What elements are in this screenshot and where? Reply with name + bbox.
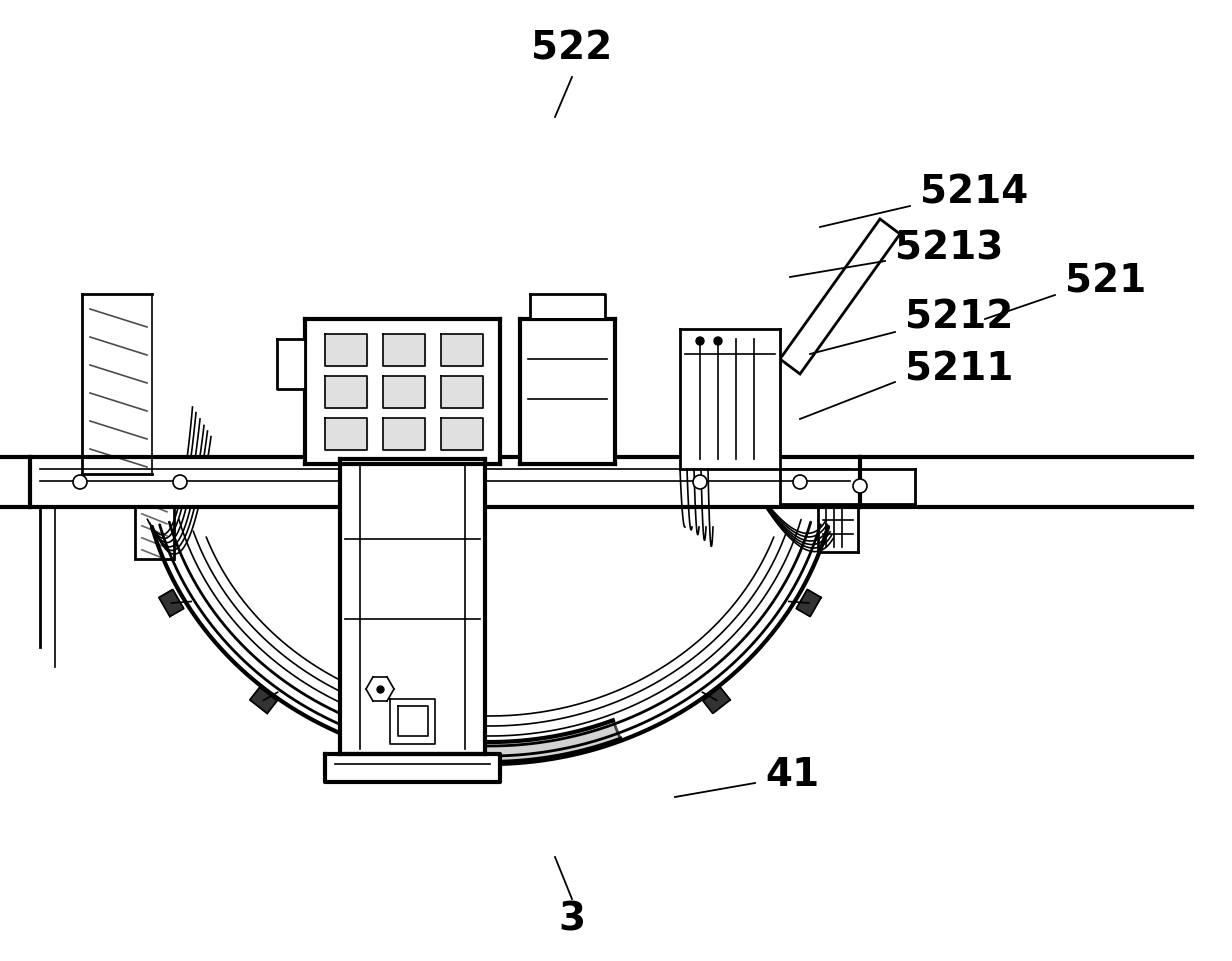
Polygon shape xyxy=(383,377,425,408)
Polygon shape xyxy=(325,419,367,451)
Text: 521: 521 xyxy=(1064,262,1146,301)
Polygon shape xyxy=(277,339,306,389)
Polygon shape xyxy=(0,457,30,507)
Polygon shape xyxy=(340,459,485,754)
Text: 5211: 5211 xyxy=(906,351,1014,388)
Polygon shape xyxy=(83,295,152,475)
Polygon shape xyxy=(441,377,483,408)
Text: 5212: 5212 xyxy=(906,299,1014,336)
Polygon shape xyxy=(306,320,500,464)
Circle shape xyxy=(793,476,807,489)
Circle shape xyxy=(172,476,187,489)
Polygon shape xyxy=(360,721,621,762)
Polygon shape xyxy=(325,754,500,782)
Polygon shape xyxy=(250,687,277,714)
Polygon shape xyxy=(159,590,184,617)
Text: 5213: 5213 xyxy=(894,229,1003,267)
Text: 5214: 5214 xyxy=(920,173,1029,210)
Polygon shape xyxy=(520,320,615,464)
Polygon shape xyxy=(530,295,605,320)
Text: 41: 41 xyxy=(765,755,819,793)
Polygon shape xyxy=(703,687,731,714)
Polygon shape xyxy=(325,377,367,408)
Polygon shape xyxy=(796,590,821,617)
Circle shape xyxy=(694,476,707,489)
Polygon shape xyxy=(441,334,483,366)
Circle shape xyxy=(696,337,703,346)
Polygon shape xyxy=(780,470,915,505)
Circle shape xyxy=(73,476,87,489)
Polygon shape xyxy=(780,220,901,375)
Polygon shape xyxy=(680,330,780,470)
Polygon shape xyxy=(860,457,1193,507)
Polygon shape xyxy=(383,334,425,366)
Polygon shape xyxy=(325,334,367,366)
Polygon shape xyxy=(30,457,860,507)
FancyBboxPatch shape xyxy=(136,495,174,559)
Circle shape xyxy=(715,337,722,346)
Polygon shape xyxy=(383,419,425,451)
Polygon shape xyxy=(441,419,483,451)
Circle shape xyxy=(853,480,867,494)
Text: 522: 522 xyxy=(531,29,612,67)
Text: 3: 3 xyxy=(558,900,585,938)
Polygon shape xyxy=(391,700,435,744)
